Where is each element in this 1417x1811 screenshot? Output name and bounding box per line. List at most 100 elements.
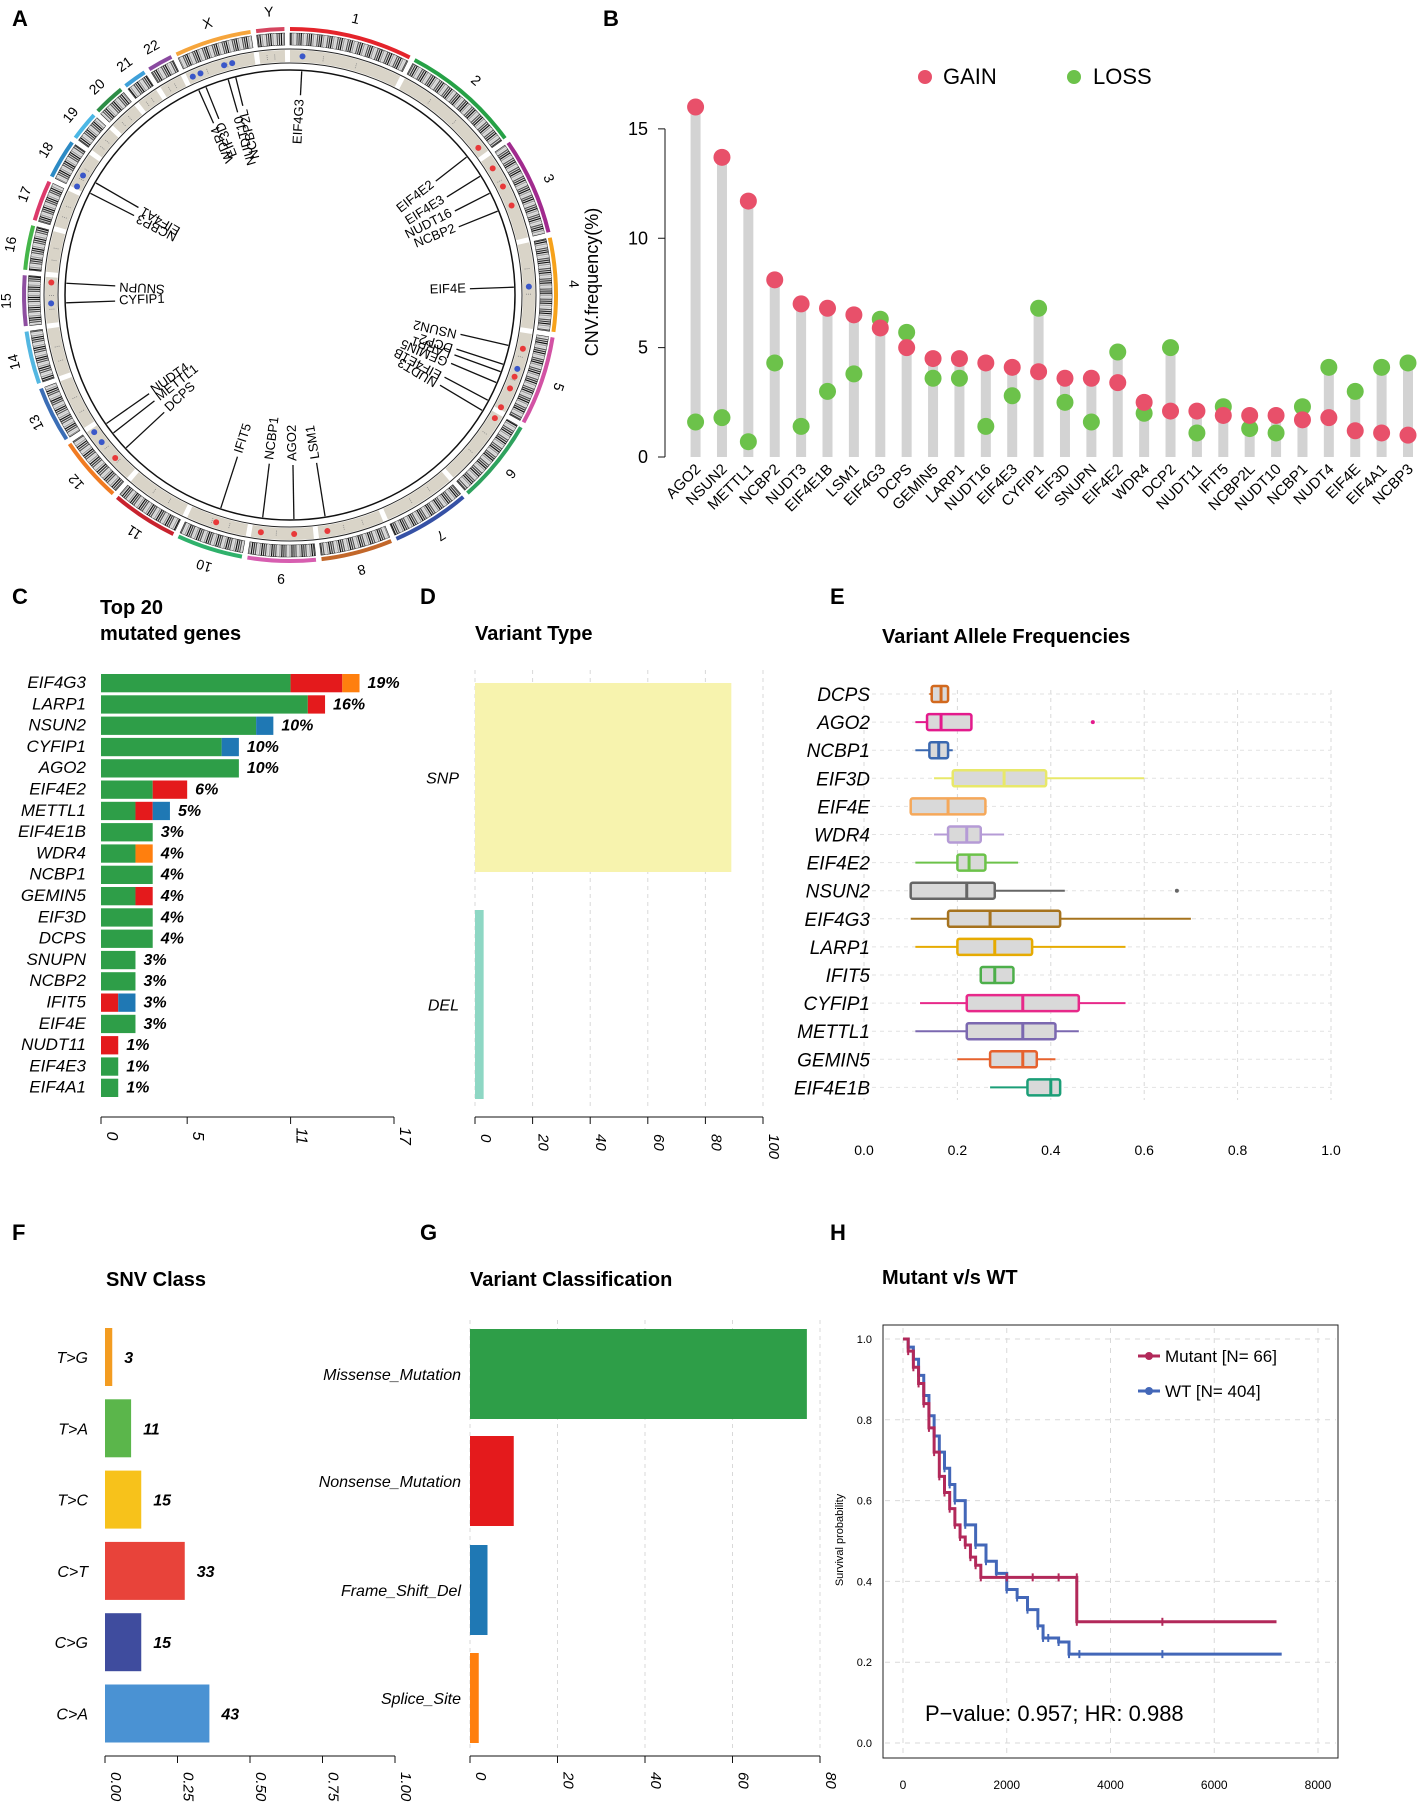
b-loss-point-NUDT16 [977,417,995,435]
cytoband [63,162,75,170]
cytoband [325,35,329,48]
cytoband [80,137,91,146]
chromosome-label-3: 3 [540,171,558,185]
cytoband [48,193,60,199]
e-box-GEMIN5 [988,1050,1039,1069]
cytoband [150,506,158,518]
cytoband [448,92,458,103]
cytoband [532,354,545,359]
cytoband [515,402,527,410]
b-stick-EIF3D [1059,378,1070,457]
cytoband [504,423,516,431]
gene-dot-CYFIP1 [48,300,55,307]
gene-connector-NSUN2 [460,333,509,347]
cytoband [366,532,372,545]
cytoband [382,51,389,64]
e-x-tick-label: 0.0 [854,1142,874,1158]
cytoband [31,253,44,257]
cytoband [375,48,381,61]
b-loss-point-NUDT4 [1320,358,1338,376]
cytoband [339,38,344,51]
cytoband [39,217,52,223]
cytoband [87,127,98,137]
gene-connector-NCBP2L [235,77,244,106]
cytoband [68,153,80,162]
cytoband [528,367,541,373]
b-gain-point-LARP1 [950,350,968,368]
cytoband [28,276,41,279]
cytoband [419,507,428,519]
cytoband [219,535,224,548]
cytoband [418,509,426,520]
cytoband [486,132,497,142]
cytoband [482,454,493,463]
cytoband [485,449,497,458]
cytoband [518,188,530,195]
cytoband [158,67,166,79]
track-tick [468,448,474,454]
track-bg-20 [112,105,143,134]
cytoband [495,145,506,154]
f-x-tick-label: 0.00 [107,1772,124,1802]
b-gain-point-NCBP2L [1241,406,1259,424]
cytoband [28,308,41,311]
cytoband [85,451,96,460]
cytoband [357,535,362,548]
cytoband [106,106,117,117]
cytoband [122,92,132,103]
panel-c-title-line2: mutated genes [100,623,241,645]
cytoband [496,147,508,155]
cytoband [538,324,551,327]
e-box-WDR4 [946,825,982,844]
c-pct-label-CYFIP1: 10% [247,739,279,756]
cytoband [401,60,408,72]
b-stick-DCP2 [1165,347,1176,457]
cytoband [59,169,71,177]
gene-dot-NCBP2L [229,60,236,67]
cytoband [409,513,417,526]
b-loss-point-NCBP2 [766,354,784,372]
cytoband [316,34,319,47]
cytoband [130,86,139,98]
cytoband [476,119,486,129]
gene-connector-NCBP3 [90,192,135,217]
cytoband [83,132,95,141]
gene-connector-NCBP1 [262,463,270,518]
h-legend-wt-label: WT [N= 404] [1165,1382,1261,1401]
cytoband [475,461,486,471]
cytoband [155,69,163,81]
cytoband [341,539,346,552]
gene-connector-CYFIP1 [66,300,116,304]
cytoband [482,127,493,137]
b-stick-NCBP1 [1297,406,1308,457]
cytoband [530,221,542,227]
cytoband [203,47,209,60]
cytoband [223,536,228,549]
cytoband [539,277,552,280]
cytoband [535,339,548,343]
cytoband [131,494,140,505]
cytoband [333,37,337,50]
cytoband [54,405,67,412]
cytoband [229,39,234,52]
chromosome-label-4: 4 [566,280,582,289]
cytoband [488,136,499,145]
cytoband [524,380,537,387]
chromosome-arc-19 [73,113,96,140]
chromosome-label-10: 10 [194,556,214,576]
cytoband [126,490,136,501]
cytoband [42,376,55,382]
track-tick [115,458,121,464]
c-bar-LARP1-Missense_Mutation [101,695,308,714]
cytoband [227,40,232,53]
cytoband [108,105,118,115]
panel-c-title-line1: Top 20 [100,597,163,619]
cytoband [89,456,100,465]
cytoband [310,544,314,557]
cytoband [100,468,111,478]
c-bar-WDR4-Splice_Site [135,844,153,863]
cytoband [538,316,552,319]
cytoband [213,44,218,56]
cytoband [522,198,534,204]
cytoband [454,98,464,108]
